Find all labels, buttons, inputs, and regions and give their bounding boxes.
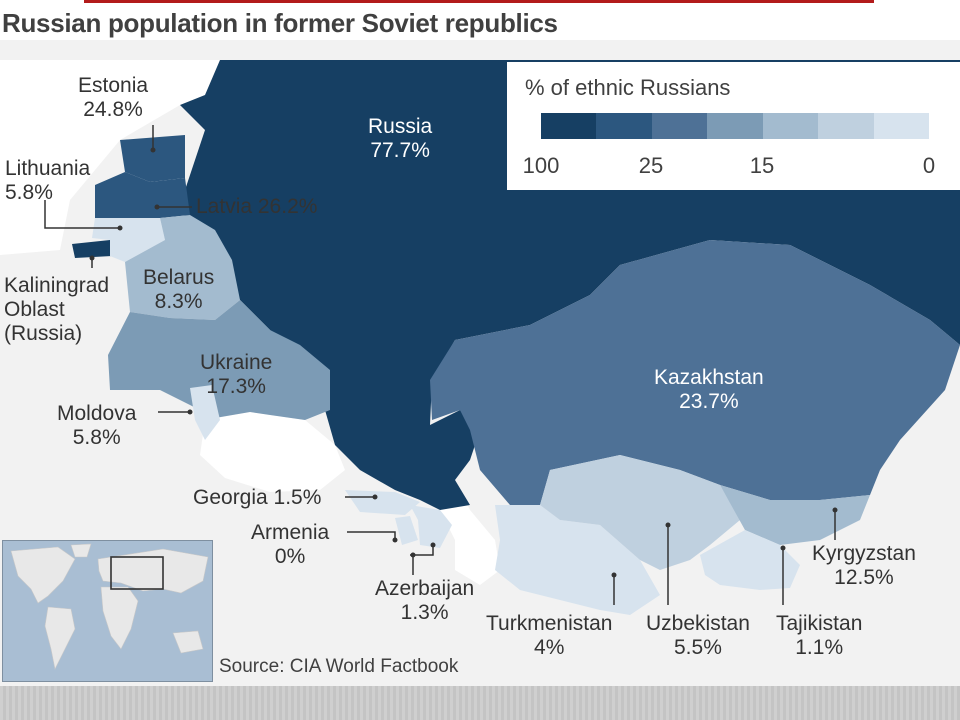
map-title: Russian population in former Soviet repu… [2, 8, 558, 38]
label-kazakhstan: Kazakhstan 23.7% [654, 366, 764, 414]
legend-swatch-4 [707, 113, 763, 139]
legend-tick-15: 15 [749, 153, 775, 178]
label-tajikistan: Tajikistan 1.1% [776, 612, 862, 660]
label-estonia-value: 24.8% [83, 98, 143, 121]
label-estonia-name: Estonia [78, 74, 149, 97]
inset-africa [100, 586, 139, 650]
turkmenistan-shape [495, 505, 660, 615]
legend-title: % of ethnic Russians [525, 75, 731, 100]
inset-world-map-svg [10, 543, 209, 670]
inset-focus-box [110, 556, 164, 590]
ukraine-shape [108, 300, 330, 420]
label-turkmenistan-value: 4% [534, 636, 565, 659]
label-kyrgyzstan: Kyrgyzstan 12.5% [812, 542, 916, 590]
label-belarus-name: Belarus [143, 266, 215, 289]
label-uzbekistan-value: 5.5% [674, 636, 722, 659]
top-accent-rule [84, 0, 874, 3]
azerbaijan-shape [410, 505, 452, 548]
label-georgia: Georgia 1.5% [193, 486, 322, 509]
legend: % of ethnic Russians 100 25 15 0 [507, 62, 960, 190]
label-lithuania-value: 5.8% [5, 181, 53, 204]
label-russia-name: Russia [368, 115, 433, 138]
label-armenia: Armenia 0% [251, 521, 329, 569]
label-tajikistan-name: Tajikistan [776, 612, 863, 635]
legend-swatch-5 [762, 113, 819, 139]
inset-world-map [2, 540, 213, 682]
leader-lines [44, 125, 836, 605]
map-graphic: Russian population in former Soviet repu… [0, 0, 960, 686]
label-belarus-value: 8.3% [154, 290, 203, 313]
kazakhstan-shape [430, 240, 960, 505]
legend-swatch-1 [541, 113, 597, 139]
label-ukraine-name: Ukraine [200, 351, 273, 374]
label-russia-value: 77.7% [370, 139, 430, 162]
inset-eurasia [97, 548, 209, 594]
source-note: Source: CIA World Factbook [219, 656, 459, 677]
label-russia: Russia 77.7% [368, 115, 432, 163]
label-azerbaijan: Azerbaijan 1.3% [375, 577, 474, 625]
label-turkmenistan: Turkmenistan 4% [486, 612, 612, 660]
legend-swatch-2 [596, 113, 652, 139]
legend-swatch-6 [818, 113, 874, 139]
label-moldova: Moldova 5.8% [57, 402, 136, 450]
inset-greenland [70, 543, 92, 558]
label-armenia-value: 0% [274, 545, 306, 568]
inset-south-america [44, 606, 76, 670]
estonia-shape [120, 135, 185, 182]
legend-swatch-3 [651, 113, 708, 139]
bottom-border-strip [0, 686, 960, 720]
label-azerbaijan-value: 1.3% [400, 601, 449, 624]
label-estonia: Estonia 24.8% [78, 74, 148, 122]
label-belarus: Belarus 8.3% [143, 266, 214, 314]
label-kaliningrad: Kaliningrad Oblast (Russia) [4, 274, 109, 346]
label-lithuania: Lithuania 5.8% [5, 157, 90, 205]
label-latvia: Latvia 26.2% [196, 195, 318, 218]
label-turkmenistan-name: Turkmenistan [486, 612, 613, 635]
baltic-sea [0, 60, 220, 255]
legend-color-scale [541, 113, 929, 139]
legend-swatch-7 [873, 113, 929, 139]
armenia-shape [395, 516, 418, 545]
label-armenia-name: Armenia [251, 521, 330, 544]
kaliningrad-shape [72, 240, 112, 258]
legend-tick-0: 0 [922, 153, 936, 178]
label-ukraine-value: 17.3% [206, 375, 266, 398]
leader-dots [89, 147, 838, 578]
tajikistan-shape [700, 530, 800, 590]
lithuania-shape [92, 218, 165, 262]
inset-north-america [10, 546, 76, 604]
label-kazakhstan-name: Kazakhstan [654, 366, 764, 389]
belarus-shape [125, 215, 240, 320]
label-uzbekistan: Uzbekistan 5.5% [646, 612, 750, 660]
label-kaliningrad-line1: Kaliningrad [4, 274, 110, 297]
legend-tick-100: 100 [522, 153, 560, 178]
label-tajikistan-value: 1.1% [795, 636, 844, 659]
label-kaliningrad-line3: (Russia) [4, 322, 83, 345]
label-kyrgyzstan-name: Kyrgyzstan [812, 542, 916, 565]
label-moldova-name: Moldova [57, 402, 137, 425]
legend-tick-25: 25 [638, 153, 664, 178]
uzbekistan-shape [540, 455, 740, 570]
label-ukraine: Ukraine 17.3% [200, 351, 272, 399]
label-kyrgyzstan-value: 12.5% [834, 566, 894, 589]
kyrgyzstan-shape [720, 485, 870, 545]
label-kaliningrad-line2: Oblast [4, 298, 65, 321]
inset-australia [172, 630, 204, 654]
label-moldova-value: 5.8% [72, 426, 121, 449]
label-azerbaijan-name: Azerbaijan [375, 577, 475, 600]
label-lithuania-name: Lithuania [5, 157, 91, 180]
moldova-shape [190, 385, 220, 440]
label-kazakhstan-value: 23.7% [679, 390, 739, 413]
label-uzbekistan-name: Uzbekistan [646, 612, 750, 635]
black-sea [200, 412, 345, 492]
